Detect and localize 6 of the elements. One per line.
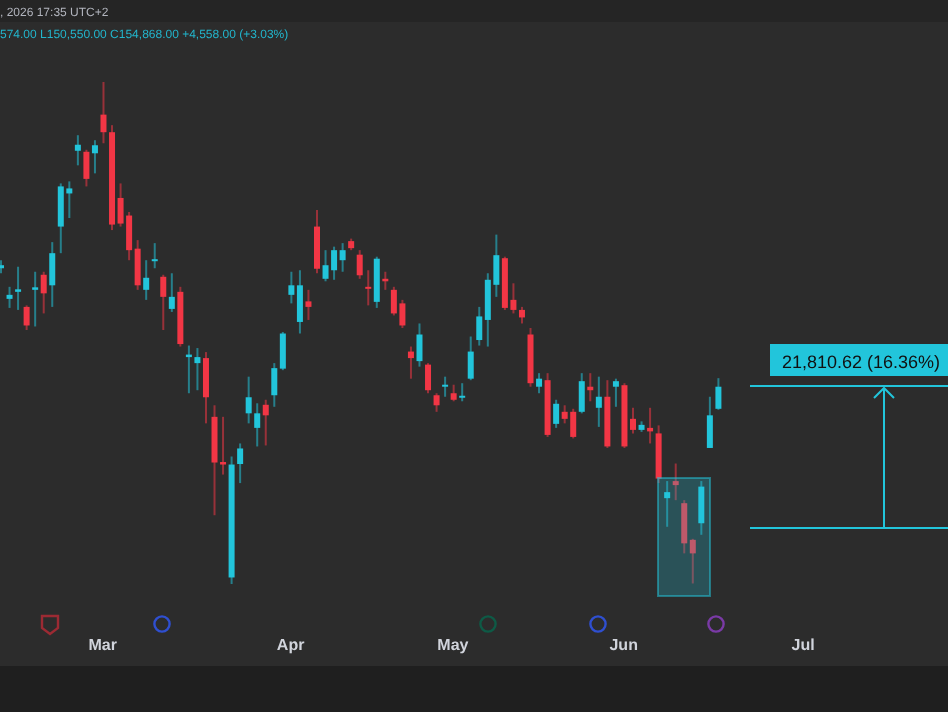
x-tick-label: Jun	[609, 636, 638, 654]
x-tick-label: Mar	[88, 636, 117, 654]
x-tick-label: Apr	[276, 636, 305, 654]
x-tick-label: May	[437, 636, 470, 654]
annotation: 21,810.62 (16.36%)	[782, 352, 941, 372]
x-tick-label: Jul	[791, 636, 815, 654]
